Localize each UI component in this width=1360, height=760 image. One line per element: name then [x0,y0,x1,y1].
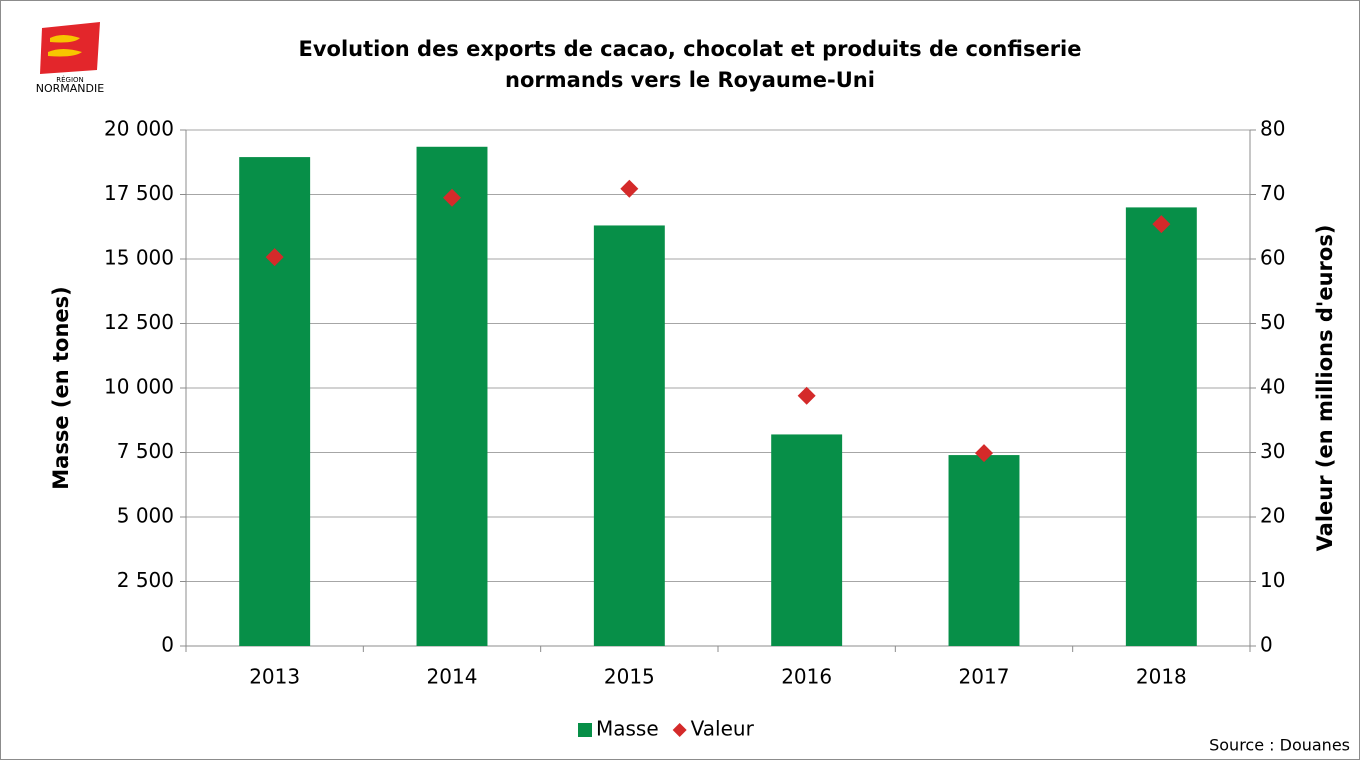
y2-tick-label: 40 [1260,375,1285,399]
legend-swatch [672,723,687,737]
y2-tick-label: 50 [1260,310,1285,334]
legend-label: Valeur [691,717,755,741]
legend-label: Masse [596,717,659,741]
marker [1152,215,1171,234]
y2-axis-label: Valeur (en millions d'euros) [1313,225,1337,552]
chart-title: Evolution des exports de cacao, chocolat… [299,37,1082,61]
x-tick-label: 2015 [604,665,655,689]
marker [975,444,993,463]
y-tick-label: 10 000 [104,375,174,399]
y-tick-label: 7 500 [117,439,174,463]
x-tick-label: 2018 [1136,665,1187,689]
logo-lions [48,35,82,57]
chart-title: normands vers le Royaume-Uni [505,68,875,92]
bar [948,455,1020,646]
y-tick-label: 5 000 [117,504,174,528]
logo-text: RÉGION [56,75,84,84]
bar [1125,207,1197,646]
y-tick-label: 15 000 [104,246,174,270]
logo-text: NORMANDIE [36,82,104,95]
y2-tick-label: 30 [1260,439,1285,463]
y2-tick-label: 10 [1260,568,1285,592]
marker [265,248,284,267]
y-tick-label: 2 500 [117,568,174,592]
marker [443,188,461,207]
y2-tick-label: 80 [1260,117,1285,141]
marker [620,179,639,198]
y2-tick-label: 70 [1260,181,1285,205]
y-tick-label: 17 500 [104,181,174,205]
bar [593,225,665,646]
x-tick-label: 2017 [959,665,1010,689]
marker [797,386,816,405]
y-axis-label: Masse (en tones) [49,286,73,489]
legend-swatch [578,723,592,737]
bar [771,434,843,646]
y2-tick-label: 60 [1260,246,1285,270]
y-tick-label: 20 000 [104,117,174,141]
logo-shield [40,22,100,74]
bar [416,146,488,646]
y-tick-label: 12 500 [104,310,174,334]
x-tick-label: 2014 [427,665,478,689]
x-tick-label: 2013 [249,665,300,689]
y-tick-label: 0 [161,633,174,657]
x-tick-label: 2016 [781,665,832,689]
y2-tick-label: 0 [1260,633,1273,657]
logo: RÉGION NORMANDIE [36,22,104,95]
source-note: Source : Douanes [1209,736,1350,755]
bar [239,157,311,646]
y2-tick-label: 20 [1260,504,1285,528]
